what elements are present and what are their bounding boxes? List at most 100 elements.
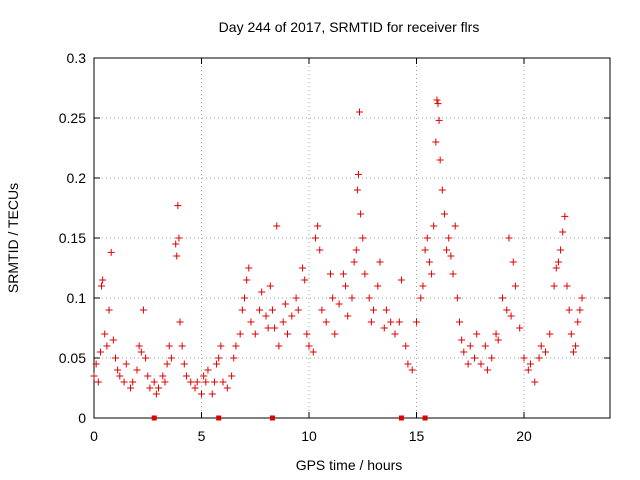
- data-point: [391, 330, 399, 338]
- data-point: [451, 222, 459, 230]
- data-point: [569, 348, 577, 356]
- data-point: [256, 306, 264, 314]
- data-point: [133, 366, 141, 374]
- data-point: [251, 330, 259, 338]
- y-tick-label: 0.3: [67, 50, 87, 66]
- data-point: [466, 342, 474, 350]
- data-point: [494, 336, 502, 344]
- x-axis-label: GPS time / hours: [296, 457, 403, 473]
- data-point: [554, 258, 562, 266]
- data-point: [423, 234, 431, 242]
- data-point: [163, 360, 171, 368]
- data-point: [456, 318, 463, 326]
- data-point: [292, 294, 300, 302]
- data-point: [505, 234, 513, 242]
- data-point: [210, 378, 218, 386]
- data-point: [129, 378, 137, 386]
- data-point: [135, 342, 143, 350]
- data-point: [247, 318, 255, 326]
- data-point: [440, 210, 448, 218]
- data-point: [387, 318, 395, 326]
- data-point: [152, 390, 160, 398]
- data-point: [331, 330, 339, 338]
- data-point: [137, 348, 145, 356]
- data-point: [361, 270, 369, 278]
- data-point: [432, 138, 440, 146]
- data-point: [311, 234, 319, 242]
- data-point: [354, 170, 362, 178]
- data-point: [281, 300, 289, 308]
- data-point: [299, 264, 307, 272]
- data-point: [542, 348, 549, 356]
- data-point: [356, 108, 364, 116]
- data-point: [546, 330, 554, 338]
- data-point: [524, 366, 532, 374]
- data-point: [193, 378, 201, 386]
- axis-marker: [269, 415, 275, 421]
- data-point: [565, 306, 573, 314]
- y-tick-label: 0.25: [59, 110, 86, 126]
- data-point: [357, 210, 365, 218]
- data-point: [507, 312, 515, 320]
- data-point: [576, 306, 584, 314]
- data-point: [477, 360, 485, 368]
- data-point: [348, 294, 356, 302]
- data-point: [105, 306, 113, 314]
- data-point: [417, 294, 425, 302]
- data-point: [327, 270, 334, 278]
- data-point: [318, 306, 326, 314]
- data-point: [217, 342, 225, 350]
- data-point: [98, 282, 106, 290]
- data-point: [449, 270, 457, 278]
- data-point: [202, 378, 210, 386]
- x-tick-label: 0: [90, 428, 98, 444]
- data-point: [262, 312, 270, 320]
- axis-ticks: 0 0.05 0.1 0.15 0.2 0.25 0.3 0 5 10 15 20: [59, 50, 610, 444]
- data-point: [322, 318, 330, 326]
- data-point: [159, 372, 167, 380]
- data-point: [435, 116, 443, 124]
- data-point: [526, 360, 534, 368]
- data-point: [213, 360, 221, 368]
- data-point: [144, 372, 152, 380]
- data-point: [443, 246, 451, 254]
- axis-marker: [151, 415, 157, 421]
- data-point: [537, 342, 545, 350]
- data-point: [535, 354, 543, 362]
- data-point: [353, 186, 361, 194]
- data-point: [425, 258, 433, 266]
- data-point: [408, 366, 416, 374]
- data-point: [376, 258, 384, 266]
- data-point: [219, 378, 227, 386]
- data-point: [173, 252, 181, 260]
- data-point: [509, 258, 517, 266]
- data-point: [305, 342, 313, 350]
- data-point: [380, 324, 388, 332]
- data-point: [142, 354, 150, 362]
- data-point: [445, 234, 453, 242]
- data-point: [550, 282, 558, 290]
- data-point: [120, 378, 128, 386]
- data-point: [395, 318, 403, 326]
- data-point: [481, 342, 489, 350]
- data-point: [180, 360, 188, 368]
- x-tick-label: 5: [198, 428, 206, 444]
- data-point: [350, 258, 358, 266]
- data-point: [421, 246, 429, 254]
- data-point: [434, 100, 442, 108]
- data-point: [460, 348, 468, 356]
- data-point: [561, 212, 569, 220]
- data-point: [382, 306, 390, 314]
- data-point: [238, 306, 246, 314]
- data-point: [433, 96, 441, 104]
- data-point: [303, 330, 311, 338]
- data-point: [284, 330, 291, 338]
- data-point: [178, 342, 186, 350]
- data-point: [165, 342, 173, 350]
- data-point: [139, 306, 147, 314]
- data-point: [436, 156, 444, 164]
- data-point: [458, 336, 466, 344]
- data-point: [94, 378, 102, 386]
- data-point: [314, 222, 322, 230]
- y-tick-label: 0.2: [67, 170, 87, 186]
